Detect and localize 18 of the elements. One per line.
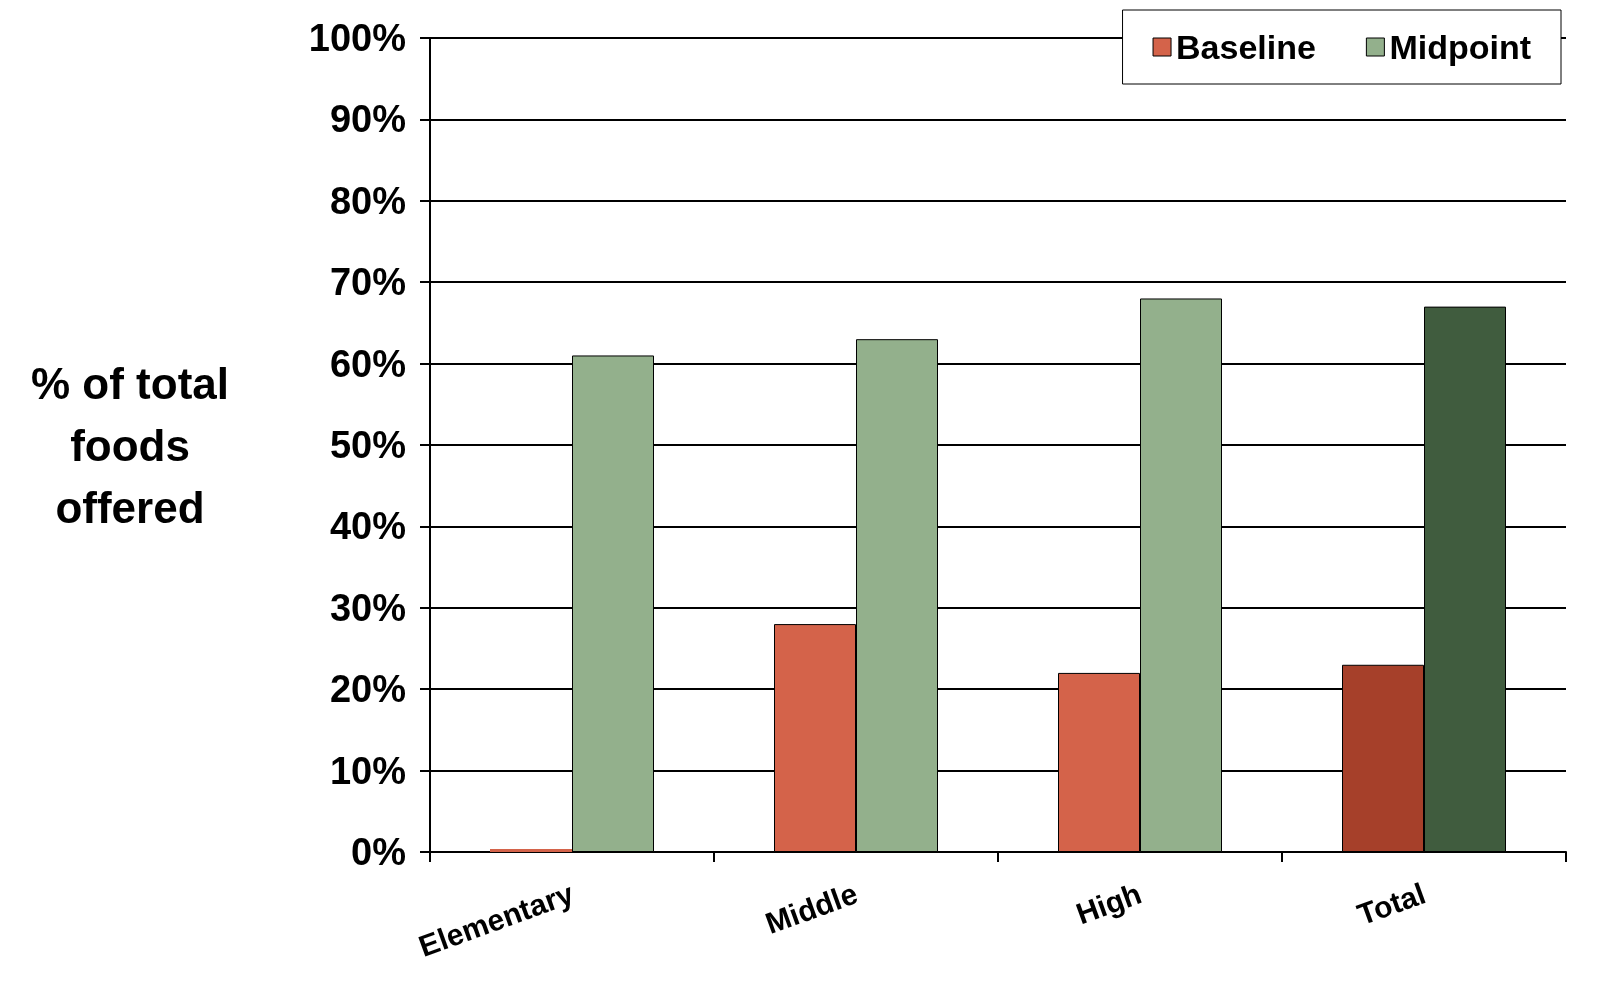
bar xyxy=(490,849,572,852)
y-tick-label: 60% xyxy=(329,342,406,385)
y-tick-label: 20% xyxy=(329,668,406,711)
y-tick-label: 10% xyxy=(329,749,406,792)
legend-label: Midpoint xyxy=(1389,28,1532,66)
y-axis-title: % of total foods offered xyxy=(31,358,229,532)
x-tick-label: High xyxy=(1071,876,1146,931)
y-tick-label: 70% xyxy=(329,261,406,304)
y-tick-label: 50% xyxy=(329,424,406,466)
y-tick-label: 90% xyxy=(329,98,406,141)
y-tick-label: 100% xyxy=(308,17,406,59)
x-tick-label: Total xyxy=(1353,876,1430,932)
y-tick-label: 30% xyxy=(329,586,406,629)
y-tick-label: 80% xyxy=(329,179,406,222)
y-tick-label: 40% xyxy=(329,505,406,548)
legend-label: Baseline xyxy=(1176,28,1316,66)
y-tick-label: 0% xyxy=(351,831,406,873)
x-tick-label: Middle xyxy=(761,876,862,940)
